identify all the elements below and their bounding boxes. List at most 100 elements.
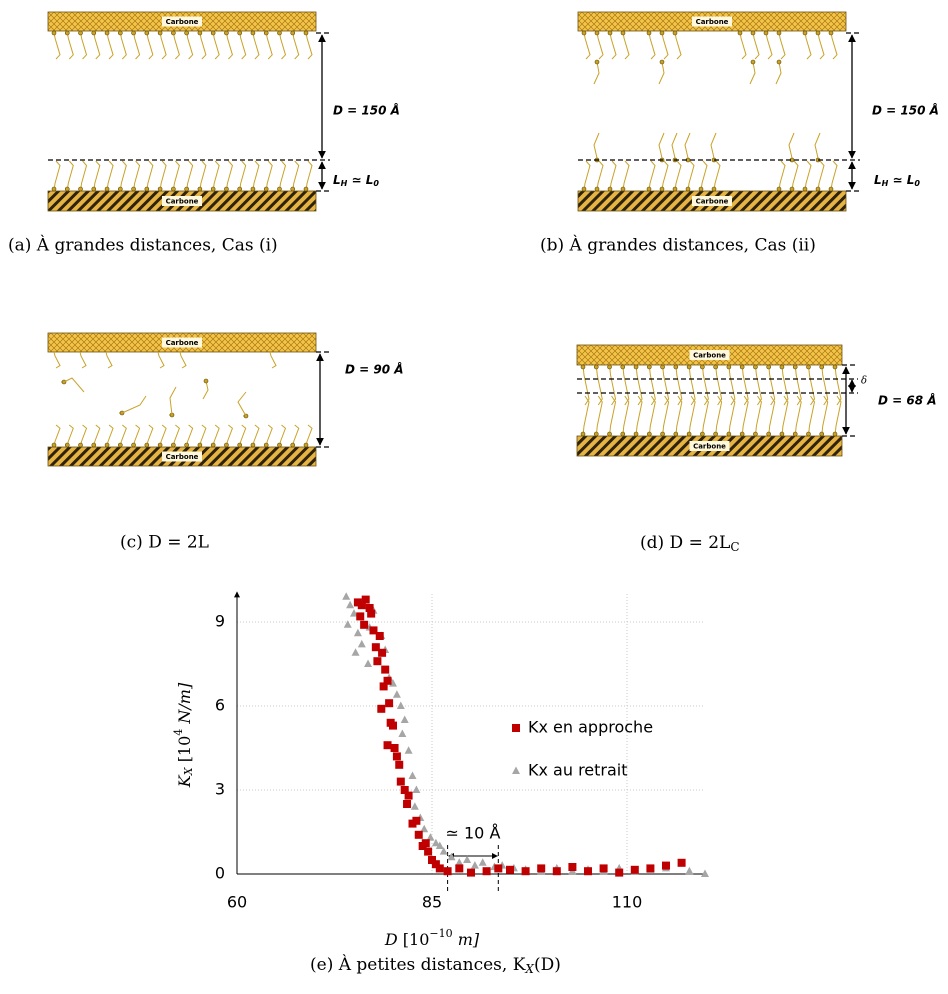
data-point [677,858,686,867]
chain-head [620,364,626,370]
chain-head [726,431,732,437]
data-point [396,777,405,786]
chain-head [250,186,256,192]
data-point [467,868,475,877]
label-sub: 0 [914,179,920,188]
label-sup: −10 [429,927,452,940]
data-point [424,847,433,856]
data-point [351,648,360,656]
chain-head [766,431,771,437]
y-tick-label: 0 [215,864,225,883]
chain-head [686,431,692,437]
chain-head [303,30,309,36]
caption: (d) D = 2LC [640,533,740,554]
plate-label-box [689,350,730,360]
chain-head [819,431,825,437]
plate-label: Carbone [166,453,199,461]
label-part: D [384,930,398,949]
label-sub: H [882,179,889,188]
chain-head [779,431,785,437]
chain [596,30,604,60]
chain-head [659,30,665,36]
chain-head [197,442,203,448]
chain [582,395,590,437]
chain [834,364,842,406]
chain [212,30,220,60]
chain [225,30,233,60]
chain [212,160,220,192]
chain-head [700,364,705,370]
chain-head [620,431,626,437]
chain-head [197,186,203,192]
chain-head [197,30,203,36]
chain [146,30,154,60]
chain-head [815,30,821,36]
chain [252,30,260,60]
chain [830,30,838,60]
label-sup: 4 [172,729,185,736]
chain-head [594,186,600,192]
label-part: [10 [175,736,194,768]
data-point [390,744,399,752]
chain-head [698,186,704,192]
chain [821,395,829,437]
chain [583,30,591,60]
label-sub: 0 [373,179,379,188]
chain-head [766,364,771,370]
chain-head [171,442,176,448]
label-part: ≃ L [888,173,914,187]
free-chain [788,132,795,159]
data-point [367,609,376,618]
chain [687,160,695,192]
distance-label: D = 90 Å [345,362,404,377]
chain-head [776,186,782,192]
chain [648,160,656,192]
caption-part: (d) D = 2L [640,533,730,553]
free-chain [121,395,147,414]
y-tick-label: 3 [215,780,225,799]
caption: (e) À petites distances, KX(D) [310,954,561,976]
chain [172,30,180,60]
chain [106,30,114,60]
plate-label-box [692,196,732,206]
chain-head [184,442,189,448]
chain [754,395,762,437]
chain-head [607,364,612,370]
data-point [356,612,365,621]
caption: (c) D = 2L [120,533,209,553]
chain [768,364,776,406]
chain [179,351,187,369]
chain-head [580,364,586,370]
chain-head [250,30,256,36]
chain-head [171,186,176,192]
chain [133,30,141,60]
chain-head [290,442,296,448]
chain-head [659,186,665,192]
chain [715,395,723,437]
chain [146,160,154,192]
data-point [392,752,401,761]
chain [662,395,670,437]
chain [701,364,709,406]
chain-head [686,364,692,370]
data-point [346,600,355,609]
distance-label: D = 150 Å [333,103,400,118]
plate-label-box [162,196,202,206]
chain [794,364,802,406]
chain [713,160,721,192]
chain [791,160,799,192]
data-point [599,864,608,873]
data-point [435,864,444,873]
chain-head [104,30,110,36]
chain [278,30,287,60]
chain [648,364,656,406]
data-point [685,866,694,875]
chain-head [224,186,229,192]
caption-sub: X [524,962,534,976]
data-point [373,657,382,666]
chain-head [776,30,782,36]
chain-head [78,30,83,36]
chain-head [210,186,216,192]
chain-head [144,186,150,192]
chain-head [672,186,678,192]
